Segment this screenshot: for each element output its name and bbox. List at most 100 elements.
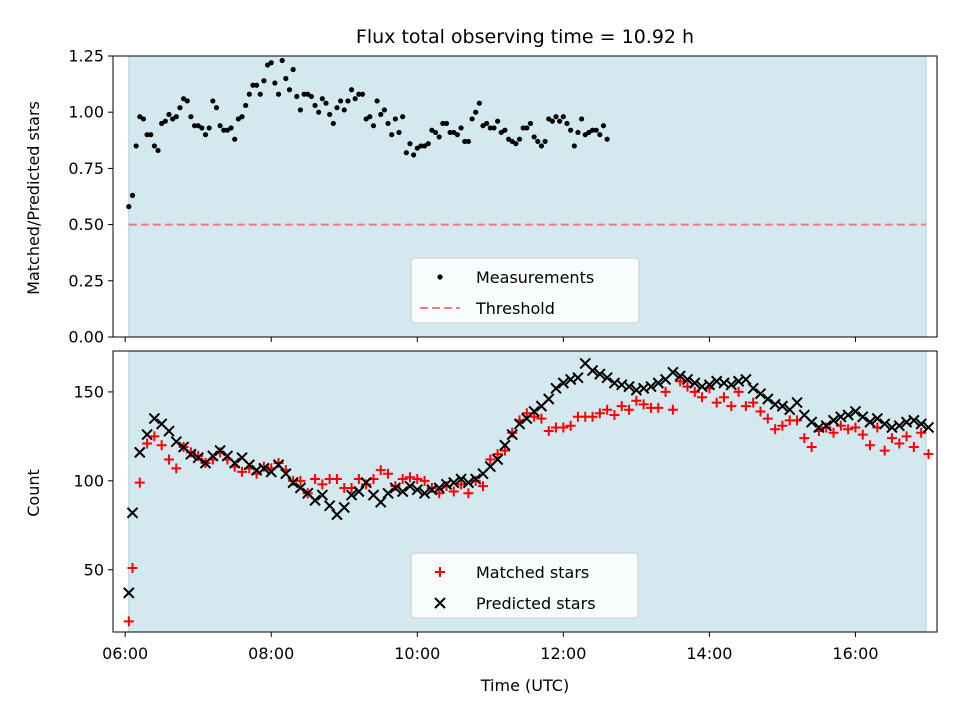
measurement-point xyxy=(173,114,179,120)
predicted-star-point xyxy=(689,377,701,389)
measurement-point xyxy=(243,102,249,109)
measurement-point xyxy=(473,109,479,115)
matched-star-point xyxy=(470,475,481,486)
matched-star-point xyxy=(733,386,744,397)
predicted-star-point xyxy=(908,414,920,427)
predicted-star-point xyxy=(754,387,767,400)
measurement-point xyxy=(407,141,413,147)
top-legend-box xyxy=(410,257,640,324)
predicted-star-point xyxy=(185,448,197,460)
measurement-point xyxy=(133,143,139,149)
measurement-point xyxy=(356,91,362,97)
matched-star-point xyxy=(697,392,708,403)
x-tick-label: 14:00 xyxy=(686,644,732,663)
measurement-point xyxy=(286,87,293,93)
matched-star-point xyxy=(740,401,751,412)
legend-matched-swatch xyxy=(435,567,445,577)
predicted-star-point xyxy=(762,393,774,405)
predicted-star-point xyxy=(469,473,482,485)
predicted-star-point xyxy=(594,368,606,380)
bottom-y-tick-label: 50 xyxy=(84,560,104,579)
measurement-point xyxy=(381,107,388,113)
measurement-point xyxy=(352,96,358,102)
predicted-star-point xyxy=(134,446,146,459)
measurement-point xyxy=(531,134,537,140)
matched-star-point xyxy=(295,475,306,486)
measurement-point xyxy=(447,129,453,136)
measurement-point xyxy=(345,98,351,104)
predicted-star-point xyxy=(864,416,876,428)
x-axis-label: Time (UTC) xyxy=(480,676,569,695)
predicted-star-point xyxy=(396,485,409,498)
predicted-star-point xyxy=(878,418,891,430)
top-y-tick-label: 0.75 xyxy=(68,159,104,178)
matched-star-point xyxy=(719,392,730,403)
measurement-point xyxy=(462,138,468,145)
matched-star-point xyxy=(653,402,664,413)
measurement-point xyxy=(374,98,380,104)
measurement-point xyxy=(140,116,147,122)
x-tick-label: 12:00 xyxy=(540,644,586,663)
measurement-point xyxy=(403,150,409,156)
predicted-star-point xyxy=(674,370,686,382)
legend-label: Predicted stars xyxy=(476,594,596,613)
predicted-star-point xyxy=(849,405,862,418)
measurement-point xyxy=(392,116,398,122)
measurement-point xyxy=(239,114,245,120)
measurement-point xyxy=(600,123,607,129)
matched-star-point xyxy=(762,413,773,424)
matched-star-point xyxy=(331,474,342,485)
legend-label: Threshold xyxy=(475,299,555,318)
measurement-point xyxy=(484,120,490,127)
measurement-point xyxy=(487,125,493,131)
measurement-point xyxy=(129,192,136,198)
matched-star-point xyxy=(587,411,598,422)
measurement-point xyxy=(330,120,336,127)
x-tick-label: 06:00 xyxy=(102,644,148,663)
matched-star-point xyxy=(638,399,649,410)
matched-star-point xyxy=(850,422,861,433)
matched-star-point xyxy=(711,397,722,408)
matched-star-point xyxy=(521,408,532,419)
matched-star-point xyxy=(361,479,372,490)
measurement-point xyxy=(323,100,329,106)
predicted-star-point xyxy=(353,485,365,498)
matched-star-point xyxy=(456,479,467,490)
measurement-point xyxy=(199,125,205,131)
predicted-star-point xyxy=(915,418,927,430)
measurement-point xyxy=(126,204,132,210)
matched-star-point xyxy=(594,408,605,419)
measurement-point xyxy=(396,129,402,136)
measurement-point xyxy=(162,118,168,124)
measurement-point xyxy=(564,120,570,127)
measurement-point xyxy=(338,98,344,104)
measurement-point xyxy=(378,111,384,118)
matched-star-point xyxy=(886,433,897,444)
predicted-star-point xyxy=(776,400,789,412)
measurement-point xyxy=(440,120,446,127)
matched-star-point xyxy=(310,474,321,485)
predicted-star-point xyxy=(229,457,241,469)
measurement-point xyxy=(385,120,391,127)
matched-star-point xyxy=(485,454,496,465)
measurement-point xyxy=(275,91,282,97)
matched-star-point xyxy=(565,420,576,431)
predicted-star-point xyxy=(287,476,299,489)
predicted-star-point xyxy=(462,476,475,489)
predicted-star-point xyxy=(214,444,226,457)
measurement-point xyxy=(527,120,534,127)
measurement-point xyxy=(589,127,596,133)
legend-predicted-swatch xyxy=(434,597,446,609)
predicted-star-point xyxy=(667,366,679,379)
measurement-point xyxy=(538,143,545,149)
measurement-point xyxy=(370,123,377,129)
measurement-point xyxy=(524,125,530,131)
predicted-star-point xyxy=(243,459,256,471)
measurement-point xyxy=(557,118,563,124)
matched-star-point xyxy=(616,401,627,412)
measurement-point xyxy=(228,125,234,131)
measurement-point xyxy=(232,136,238,142)
matched-star-point xyxy=(726,401,737,412)
measurement-point xyxy=(297,107,304,113)
